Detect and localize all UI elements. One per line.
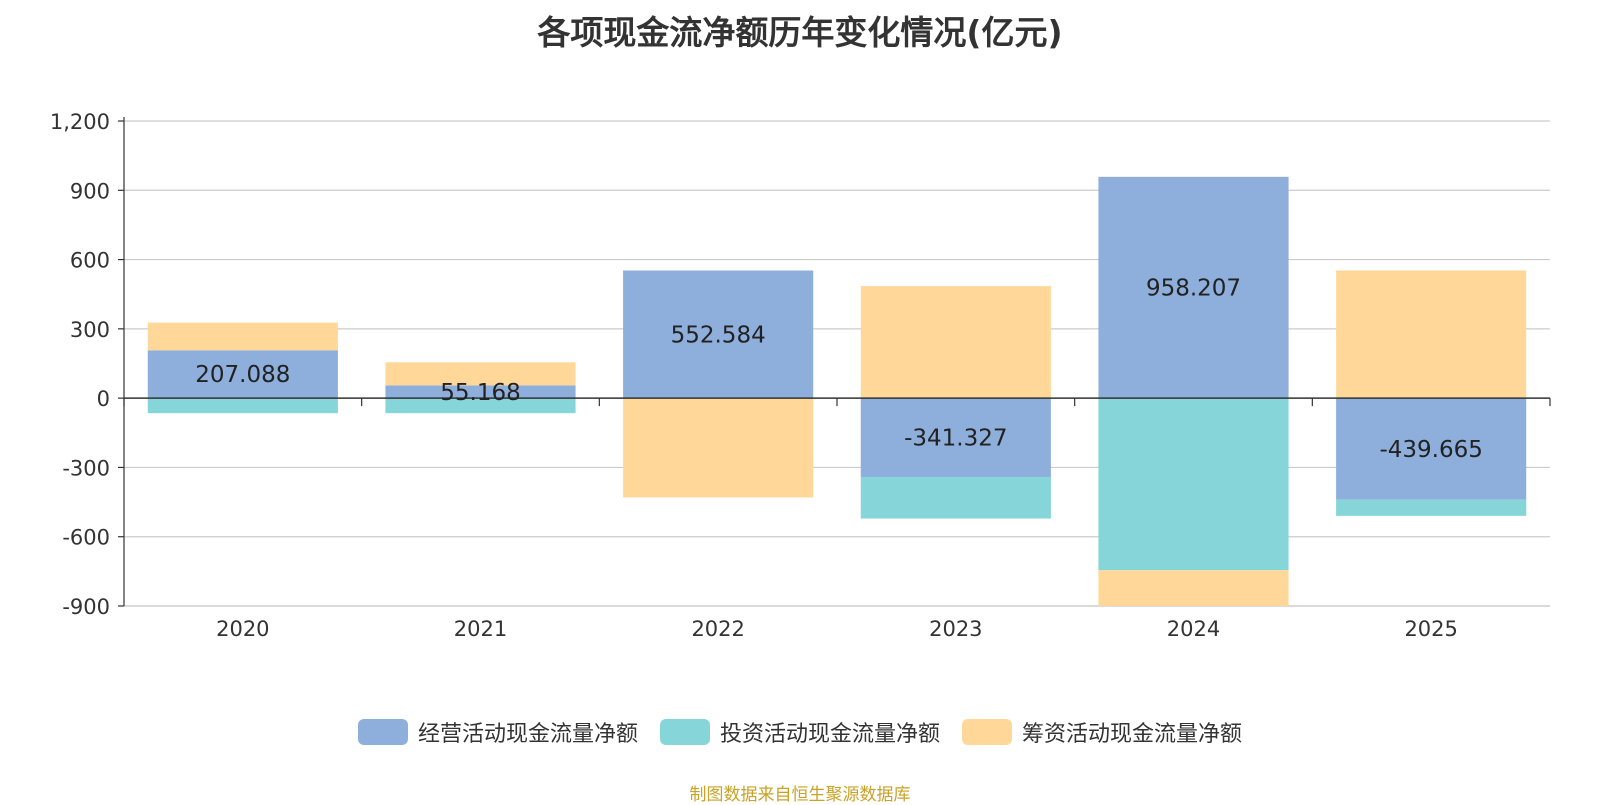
y-tick-label: 600 <box>70 249 110 273</box>
data-label: 55.168 <box>440 380 520 406</box>
x-tick-label: 2023 <box>929 617 982 641</box>
bar-series2-2021 <box>385 362 576 386</box>
bar-series0-2020 <box>147 350 338 399</box>
data-label: 552.584 <box>671 322 766 348</box>
legend-label: 筹资活动现金流量净额 <box>1022 722 1243 747</box>
source-note: 制图数据来自恒生聚源数据库 <box>689 785 911 805</box>
legend-item[interactable]: 经营活动现金流量净额 <box>357 716 638 748</box>
bar-series0-2021 <box>385 385 576 399</box>
bar-series1-2021 <box>385 398 576 414</box>
x-tick-label: 2020 <box>216 617 269 641</box>
x-tick-label: 2024 <box>1167 617 1220 641</box>
x-tick-label: 2025 <box>1404 617 1457 641</box>
y-tick-label: -600 <box>62 526 110 550</box>
legend-swatch <box>659 719 710 745</box>
legend-label: 投资活动现金流量净额 <box>719 722 940 747</box>
bar-series2-2025 <box>1336 270 1527 399</box>
bar-series1-2025 <box>1336 499 1527 516</box>
bar-series1-2024 <box>1098 398 1289 571</box>
bars <box>147 176 1527 606</box>
bar-series0-2025 <box>1336 398 1527 500</box>
y-tick-label: 300 <box>70 318 110 342</box>
data-label: 958.207 <box>1146 275 1241 301</box>
bar-series0-2022 <box>623 270 814 399</box>
y-tick-label: 1,200 <box>50 110 110 134</box>
x-tick-label: 2022 <box>691 617 744 641</box>
legend-item[interactable]: 筹资活动现金流量净额 <box>962 716 1242 748</box>
bar-series2-2020 <box>147 322 338 351</box>
bar-series0-2024 <box>1098 176 1289 399</box>
bar-series2-2024 <box>1098 570 1289 606</box>
x-tick-label: 2021 <box>454 617 507 641</box>
legend-swatch <box>962 719 1012 745</box>
y-tick-label: 900 <box>70 179 110 203</box>
y-tick-label: 0 <box>97 387 110 411</box>
bar-series2-2022 <box>623 398 814 498</box>
bar-series0-2023 <box>860 398 1051 477</box>
legend-item[interactable]: 投资活动现金流量净额 <box>659 716 940 748</box>
bar-series2-2023 <box>860 286 1051 399</box>
legend: 经营活动现金流量净额 投资活动现金流量净额 筹资活动现金流量净额 <box>0 716 1600 748</box>
axes: -900 -600 -300 0 300 600 900 1,200 2020 2021 2022 2… <box>50 110 1551 641</box>
data-label: 207.088 <box>195 362 290 388</box>
chart-title: 各项现金流净额历年变化情况(亿元) <box>537 13 1063 52</box>
legend-swatch <box>357 719 408 745</box>
data-label: -439.665 <box>1379 437 1482 463</box>
bar-series1-2023 <box>860 476 1051 519</box>
data-label: -341.327 <box>904 426 1007 452</box>
y-tick-label: -900 <box>62 595 110 619</box>
y-tick-label: -300 <box>62 456 110 480</box>
grid-lines <box>124 120 1550 607</box>
legend-label: 经营活动现金流量净额 <box>417 722 638 747</box>
data-labels: 207.088 55.168 552.584 -341.327 958.207 -439.… <box>195 275 1483 462</box>
bar-series1-2020 <box>147 398 338 414</box>
